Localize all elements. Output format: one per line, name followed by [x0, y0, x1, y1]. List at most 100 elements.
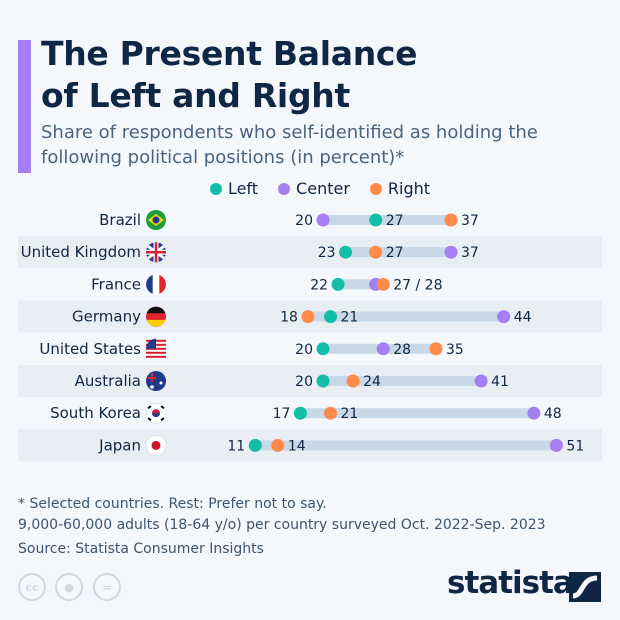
chart-subtitle: Share of respondents who self-identified… [41, 122, 538, 168]
dot-left [316, 342, 330, 356]
flag-stripe [146, 355, 166, 358]
flag-taegeuk-red [152, 409, 160, 414]
flag-bg [146, 371, 166, 391]
australia-flag-icon [146, 371, 166, 391]
cc-icon[interactable]: cc [18, 573, 46, 601]
table-row: Japan [18, 429, 602, 462]
flag-globe [152, 216, 160, 224]
brazil-flag-icon [146, 210, 166, 230]
range-bar [307, 311, 504, 322]
dot-center [474, 374, 488, 388]
legend-item-right: Right [369, 179, 431, 198]
range-bar [323, 376, 482, 386]
dot-right [324, 406, 338, 420]
country-label: Australia [75, 372, 141, 390]
value-label-left: 22 [310, 277, 328, 293]
footnote: * Selected countries. Rest: Prefer not t… [18, 496, 327, 512]
germany-flag-icon [146, 306, 166, 327]
value-label-center: 20 [295, 213, 313, 229]
table-row: Australia [18, 365, 602, 397]
dot-center [376, 342, 390, 356]
dot-left [324, 310, 338, 324]
title-line-1: The Present Balance [41, 34, 418, 73]
dot-center [316, 213, 330, 227]
dot-center [549, 438, 563, 452]
flag-trigrams [147, 405, 165, 422]
flag-stripe [146, 351, 166, 354]
accent-bar [18, 40, 31, 173]
flag-star [150, 385, 154, 389]
dot-right [369, 245, 383, 259]
dot-center [497, 310, 511, 324]
table-row: United States [39, 338, 443, 359]
statista-logo[interactable]: statista [447, 565, 574, 601]
range-bar [338, 279, 384, 290]
value-label-left: 11 [227, 438, 245, 454]
country-label: South Korea [50, 404, 141, 422]
value-label-right: 24 [363, 374, 381, 390]
value-label-left: 21 [341, 310, 359, 326]
chart-title: The Present Balance of Left and Right [41, 33, 418, 117]
row-stripe [18, 365, 602, 397]
value-label-right: 18 [280, 310, 298, 326]
legend-label: Left [227, 179, 259, 198]
row-stripe [18, 236, 602, 269]
table-row: Brazil [99, 210, 458, 230]
statista-logo-mark [569, 572, 601, 602]
dot-left [331, 277, 345, 291]
source-note: Source: Statista Consumer Insights [18, 541, 264, 557]
country-label: Brazil [99, 211, 141, 229]
value-label-right: 14 [288, 438, 306, 454]
range-bar [255, 440, 557, 451]
dot-right [376, 277, 390, 291]
legend: Left Center Right [0, 179, 620, 198]
dot-left [316, 374, 330, 388]
value-label-center: 28 [393, 342, 411, 358]
flag-canton [146, 338, 156, 349]
value-label-right: 27 [386, 245, 404, 261]
dot-center [444, 245, 458, 259]
value-label-left: 20 [295, 342, 313, 358]
table-row: South Korea [50, 402, 541, 424]
value-label-left: 27 [386, 213, 404, 229]
flag-union [148, 373, 156, 382]
uk-flag-icon [146, 242, 166, 263]
value-label-center: 37 [461, 245, 479, 261]
us-flag-icon [146, 338, 166, 359]
value-label-right: 35 [446, 342, 464, 358]
legend-dot-center [278, 182, 291, 195]
flag-blue [146, 275, 153, 294]
by-icon[interactable]: ● [55, 573, 83, 601]
value-label-left: 17 [273, 406, 291, 422]
south-korea-flag-icon [145, 402, 167, 424]
flag-cross-red [146, 242, 166, 263]
range-bar [345, 247, 452, 258]
legend-item-center: Center [278, 179, 350, 198]
legend-label: Right [387, 179, 431, 198]
flag-black [146, 306, 166, 314]
range-bar [300, 408, 534, 419]
value-label-right: 21 [341, 406, 359, 422]
legend-dot-right [369, 182, 382, 195]
value-label-center: 44 [514, 310, 532, 326]
value-label-combined: 27 / 28 [393, 277, 442, 293]
dot-left [369, 213, 383, 227]
country-label: United States [39, 340, 141, 358]
france-flag-icon [146, 274, 166, 295]
japan-flag-icon [145, 435, 167, 456]
table-row: Germany [18, 300, 602, 333]
flag-sun [151, 440, 161, 450]
nd-icon[interactable]: = [93, 573, 121, 601]
dot-right [271, 438, 285, 452]
footer: * Selected countries. Rest: Prefer not t… [18, 494, 546, 560]
legend-label: Center [296, 179, 350, 198]
value-label-center: 48 [544, 406, 562, 422]
country-label: Japan [98, 436, 141, 454]
value-label-left: 23 [318, 245, 336, 261]
dot-left [339, 245, 353, 259]
dot-left [248, 438, 262, 452]
flag-star [159, 381, 163, 385]
dot-right [346, 374, 360, 388]
